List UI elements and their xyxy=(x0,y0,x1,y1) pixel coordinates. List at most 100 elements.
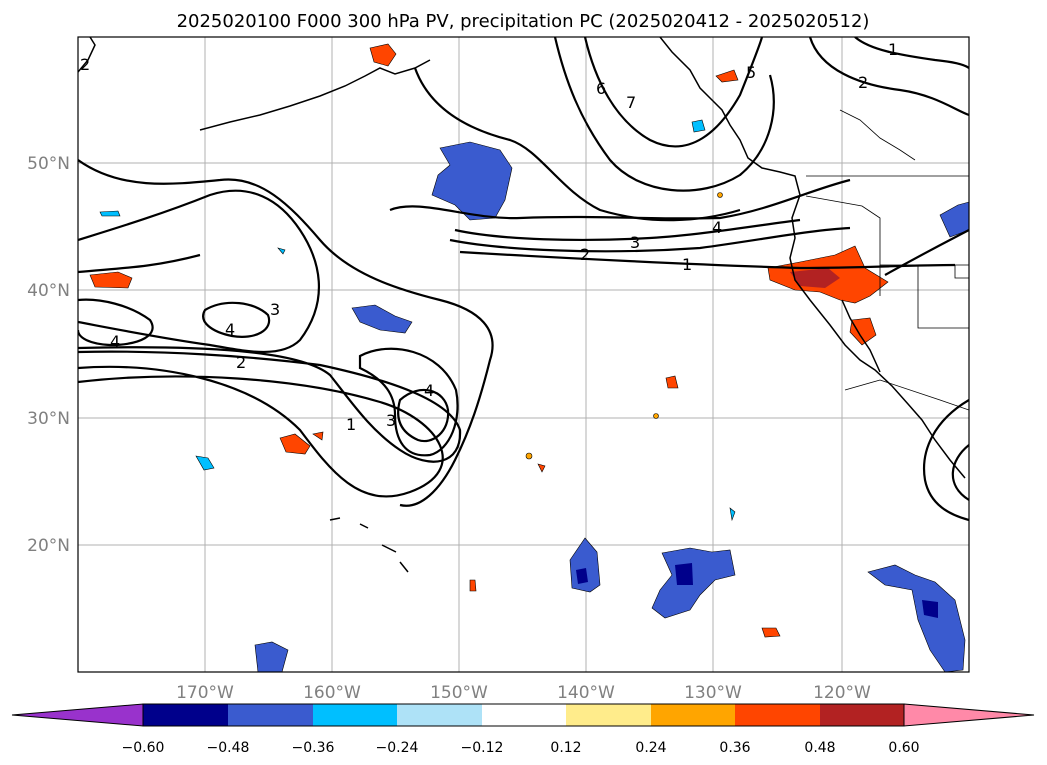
colorbar-segment xyxy=(566,704,651,726)
colorbar-tick-label: 0.48 xyxy=(804,740,835,756)
pv-contour-4-west xyxy=(78,298,154,347)
contour-label: 4 xyxy=(225,320,235,339)
pv-contour-1-southwest xyxy=(78,365,444,498)
map-panel: 1 2 3 4 5 6 7 2 1 2 3 4 4 4 3 2 1 xyxy=(77,36,970,673)
contour-label: 3 xyxy=(270,300,280,319)
lat-tick-label: 30°N xyxy=(27,409,70,429)
pv-contour-mexico-inner xyxy=(951,444,969,501)
precip-area xyxy=(254,641,289,672)
precip-positive-areas xyxy=(89,43,889,638)
pv-contour-3-west xyxy=(78,189,320,353)
pv-contour-7 xyxy=(583,37,764,148)
lon-tick-label: 140°W xyxy=(557,683,615,703)
coastline-baja xyxy=(841,299,881,373)
contour-label: 3 xyxy=(386,411,396,430)
colorbar-segment xyxy=(735,704,820,726)
lat-tick-label: 40°N xyxy=(27,281,70,301)
contour-label: 1 xyxy=(888,40,898,59)
pv-contour-6 xyxy=(553,37,775,192)
colorbar-tick-label: −0.48 xyxy=(207,740,250,756)
colorbar-tick-label: 0.60 xyxy=(888,740,919,756)
latitude-labels: 50°N 40°N 30°N 20°N xyxy=(27,154,70,556)
colorbar-segment xyxy=(820,704,904,726)
hawaiian-islands xyxy=(329,517,409,573)
contour-label: 6 xyxy=(596,79,606,98)
coastline-north-america xyxy=(659,37,966,479)
contour-label: 4 xyxy=(110,332,120,351)
contour-label: 4 xyxy=(712,218,722,237)
precip-area xyxy=(691,119,706,133)
contour-label: 2 xyxy=(580,245,590,264)
pv-contour-2-segment xyxy=(78,253,201,274)
precip-area-core xyxy=(675,563,693,585)
colorbar-tick-label: −0.24 xyxy=(376,740,419,756)
colorbar-tick-label: 0.36 xyxy=(719,740,750,756)
precip-area xyxy=(939,201,969,238)
colorbar-segment xyxy=(651,704,735,726)
colorbar-segment xyxy=(228,704,313,726)
colorbar-segment xyxy=(482,704,566,726)
colorbar: −0.60 −0.48 −0.36 −0.24 −0.12 0.12 0.24 … xyxy=(11,703,1035,756)
precip-area xyxy=(99,210,121,217)
contour-label: 1 xyxy=(682,255,692,274)
longitude-labels: 170°W 160°W 150°W 140°W 130°W 120°W xyxy=(176,683,871,703)
precip-area xyxy=(277,247,286,255)
contour-label: 2 xyxy=(80,55,90,74)
precip-area xyxy=(717,192,723,198)
contour-label: 2 xyxy=(858,73,868,92)
lon-tick-label: 150°W xyxy=(430,683,488,703)
precip-area xyxy=(369,43,397,67)
pv-contour-2-west xyxy=(78,159,494,507)
precip-area xyxy=(431,141,513,221)
pv-contour-3-cutoff xyxy=(358,347,459,457)
gridlines xyxy=(78,37,969,672)
pv-contour-1-northeast xyxy=(854,37,969,69)
pv-contour-2 xyxy=(78,346,462,463)
contour-label: 5 xyxy=(746,63,756,82)
colorbar-tick-label: 0.24 xyxy=(635,740,666,756)
precip-area xyxy=(761,627,781,638)
pv-contour-west-coast xyxy=(884,229,969,276)
precip-area-core xyxy=(922,600,938,618)
map-frame xyxy=(77,36,970,673)
coastlines xyxy=(78,37,966,573)
precip-area xyxy=(525,452,533,460)
precip-area xyxy=(849,317,877,346)
pv-contour-3-jet xyxy=(454,218,801,242)
precip-negative-areas xyxy=(99,119,969,672)
colorbar-segment xyxy=(313,704,397,726)
precip-area xyxy=(537,463,546,473)
contour-label: 3 xyxy=(630,233,640,252)
lon-tick-label: 120°W xyxy=(813,683,871,703)
pv-contour-5 xyxy=(413,67,741,222)
colorbar-segment xyxy=(397,704,482,726)
contour-label: 2 xyxy=(236,353,246,372)
lat-tick-label: 50°N xyxy=(27,154,70,174)
precip-area xyxy=(653,413,659,419)
pv-contours xyxy=(78,37,969,522)
precip-area xyxy=(312,431,324,441)
precip-area-core xyxy=(576,568,588,584)
pv-contour-2-northeast xyxy=(808,37,969,117)
contour-labels: 1 2 3 4 5 6 7 2 1 2 3 4 4 4 3 2 1 xyxy=(80,40,898,434)
precip-area xyxy=(715,69,739,83)
pv-contour-mexico xyxy=(923,399,969,522)
precip-area-core xyxy=(790,268,840,288)
precip-area xyxy=(729,507,736,522)
precip-area xyxy=(279,433,311,455)
coastline-siberia xyxy=(78,37,96,73)
precip-area xyxy=(469,579,477,592)
colorbar-tick-label: 0.12 xyxy=(550,740,581,756)
precip-area xyxy=(651,547,736,619)
map-title: 2025020100 F000 300 hPa PV, precipitatio… xyxy=(177,11,870,32)
colorbar-tick-label: −0.12 xyxy=(461,740,504,756)
colorbar-frame xyxy=(142,703,905,727)
map-background xyxy=(78,37,969,672)
precip-area xyxy=(351,304,413,334)
lon-tick-label: 170°W xyxy=(176,683,234,703)
precip-area xyxy=(867,564,966,672)
precip-area xyxy=(665,375,679,389)
pv-contour-4-central xyxy=(202,301,271,338)
pv-contour-2-jet xyxy=(449,226,851,253)
